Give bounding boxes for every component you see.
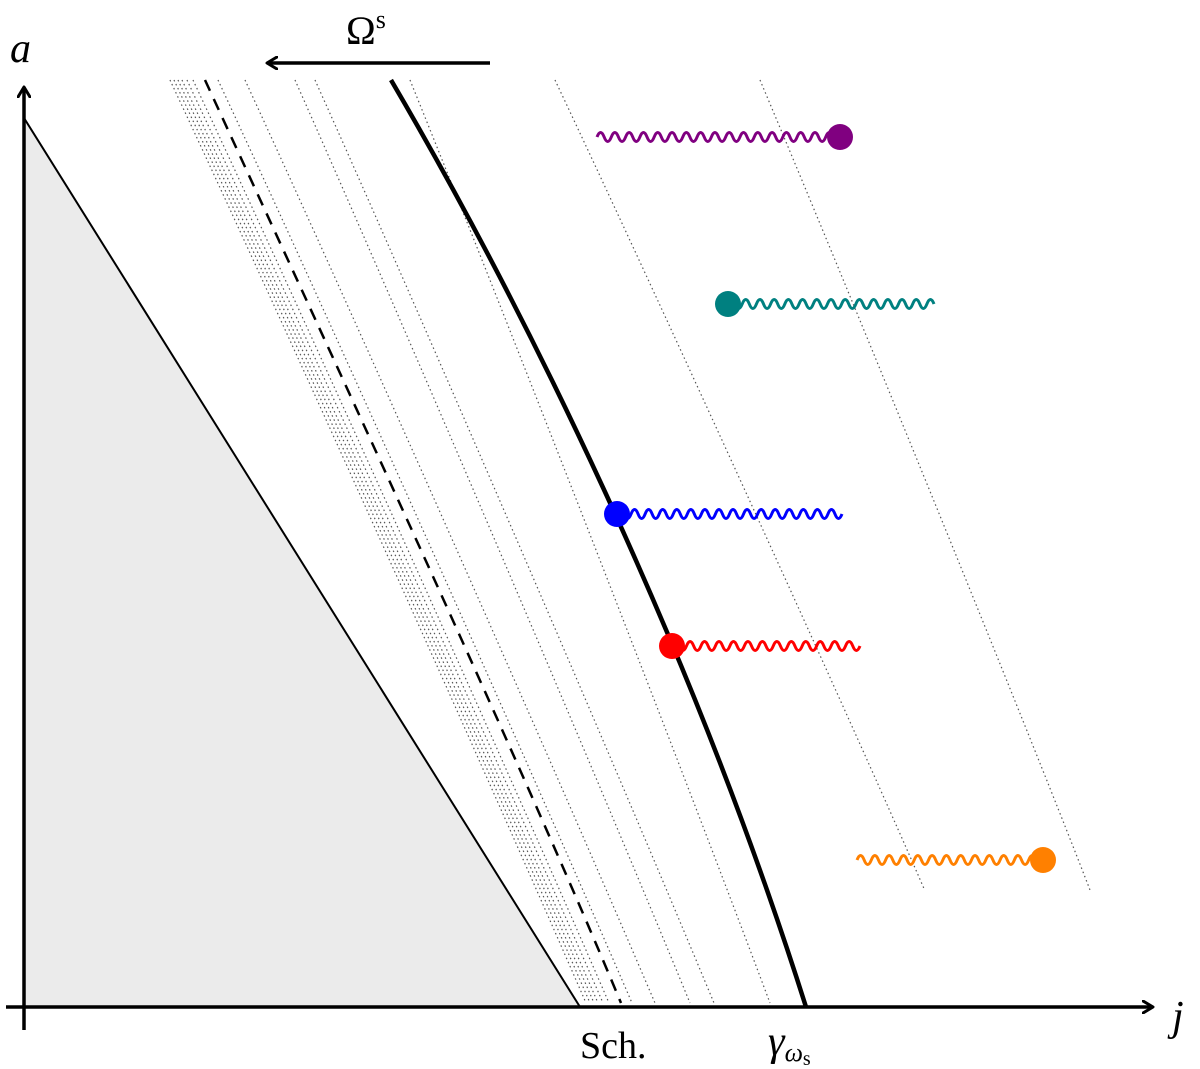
blue-marker-dot [604,501,630,527]
orange-marker [855,847,1056,873]
orange-marker-dot [1030,847,1056,873]
flow-label-sup: s [376,5,386,34]
blue-marker [604,501,844,527]
blue-marker-wave [615,508,844,520]
dotted-curve [294,79,691,1004]
gamma-tick-label: γωs [768,1019,811,1069]
dotted-curves [169,79,1091,1004]
dotted-curve [759,79,1091,891]
red-marker-wave [670,640,862,652]
flow-label: Ωs [346,5,386,53]
red-marker-dot [659,633,685,659]
gamma-symbol: γ [768,1019,786,1065]
dotted-curve [244,79,656,1004]
orange-marker-wave [855,854,1045,866]
purple-marker [595,124,853,150]
teal-marker-wave [726,298,936,310]
purple-marker-dot [827,124,853,150]
dotted-curve [217,79,633,1004]
gamma-subscript: ω [785,1038,803,1067]
teal-marker-dot [715,291,741,317]
x-axis-label: j [1167,994,1184,1040]
wavy-markers [595,124,1056,873]
dashed-curve [203,79,623,1004]
sch-tick-label: Sch. [580,1025,647,1067]
red-marker [659,633,862,659]
gamma-curve [389,78,809,1008]
teal-marker [715,291,936,317]
purple-marker-wave [595,131,842,143]
gamma-subscript-sub: s [803,1048,811,1069]
flow-label-main: Ω [346,8,376,53]
dotted-curve [409,79,771,1004]
dotted-curve [314,79,715,1004]
y-axis-label: a [10,26,31,72]
excluded-region [23,114,582,1008]
dotted-curve [554,79,926,891]
